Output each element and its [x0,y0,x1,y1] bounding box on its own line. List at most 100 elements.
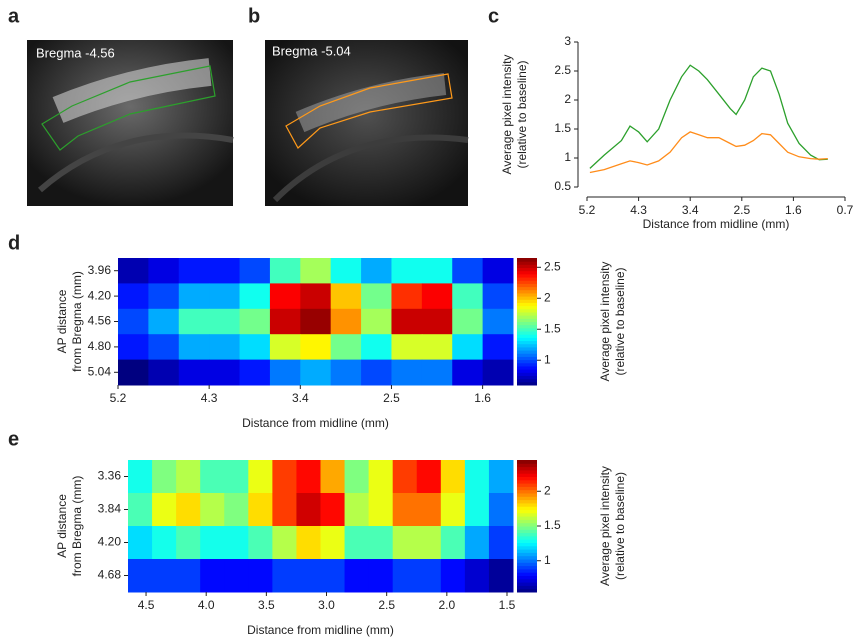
colorbar-segment [517,286,537,291]
heatmap-cell [300,359,332,386]
heatmap-cell [392,460,418,494]
heatmap-cell [239,258,271,284]
heatmap-cell [421,283,453,310]
colorbar-segment [517,280,537,284]
colorbar-segment [517,334,537,338]
heatmap-cell [209,258,241,284]
heatmap-cell [488,493,514,527]
heatmap-cell [482,258,514,284]
colorbar-segment [517,568,537,573]
heatmap-cell [176,526,201,560]
colorbar-segment [517,483,537,487]
image-label: Bregma -5.04 [272,43,351,58]
heatmap-cell [224,460,249,494]
colorbar-segment [517,559,537,563]
colorbar-segment [517,516,537,520]
colorbar-segment [517,532,537,537]
heatmap-cell [344,493,370,527]
x-tick-label: 1.6 [474,391,491,405]
y-tick-label: 2.5 [554,63,571,77]
colorbar-tick-label: 2.5 [544,259,561,273]
heatmap-cell [452,359,484,386]
heatmap-cell [488,526,514,560]
y-tick-label: 3.36 [98,469,122,483]
fluorescence [52,58,212,123]
colorbar-segment [517,539,537,543]
colorbar-segment [517,489,537,494]
colorbar-tick-label: 1 [544,352,551,366]
heatmap-cell [416,460,442,494]
colorbar-segment [517,585,537,590]
heatmap-cell [200,460,225,494]
heatmap-cell [248,559,273,593]
y-tick-label: 1.5 [554,121,571,135]
x-tick-label: 3.4 [292,391,309,405]
heatmap-cell [248,493,273,527]
colorbar-segment [517,261,537,265]
colorbar-segment [517,289,537,294]
y-axis-title: (relative to baseline) [515,60,529,168]
heatmap-cell [148,283,180,310]
colorbar-segment [517,369,537,373]
heatmap-cell [224,493,249,527]
heatmap-cell [152,559,177,593]
heatmap-cell [421,334,453,361]
colorbar-segment [517,375,537,380]
colorbar-segment [517,565,537,570]
y-tick-label: 3.96 [88,263,112,277]
y-axis-title: from Bregma (mm) [70,271,84,372]
heatmap-cell [482,359,514,386]
heatmap-cell [209,308,241,335]
y-tick-label: 3 [564,34,571,48]
colorbar-segment [517,529,537,534]
heatmap-cell [148,258,180,284]
colorbar-segment [517,499,537,504]
heatmap-cell [482,334,514,361]
heatmap-cell [330,283,362,310]
heatmap-cell [464,559,490,593]
x-tick-label: 3.4 [682,203,699,217]
colorbar-segment [517,582,537,586]
heatmap-cell [118,258,149,284]
heatmap-cell [296,460,321,494]
heatmap-cell [269,258,301,284]
heatmap-cell [176,493,201,527]
colorbar-segment [517,331,537,335]
y-axis-title: from Bregma (mm) [70,476,84,577]
colorbar-segment [517,469,537,474]
heatmap-cell [368,559,394,593]
heatmap-cell [209,283,241,310]
y-axis-title: AP distance [55,289,69,353]
heatmap-cell [464,526,490,560]
heatmap-cell [452,258,484,284]
data-line [589,131,828,174]
colorbar-segment [517,522,537,527]
colorbar-segment [517,356,537,361]
heatmap-cell [128,460,153,494]
x-tick-label: 4.3 [201,391,218,405]
heatmap-cell [178,359,210,386]
x-tick-label: 1.5 [499,598,516,612]
heatmap-cell [361,359,392,386]
heatmap-cell [239,359,271,386]
heatmap-cell [440,559,466,593]
heatmap-cell [200,559,225,593]
heatmap-cell [330,308,362,335]
panel-letter: e [8,428,19,450]
y-tick-label: 4.20 [88,288,112,302]
colorbar-segment [517,321,537,326]
colorbar-title: Average pixel intensity [598,466,612,586]
heatmap-cell [128,559,153,593]
colorbar-segment [517,493,537,497]
heatmap-cell [272,559,297,593]
y-tick-label: 2 [564,92,571,106]
x-tick-label: 4.0 [198,598,215,612]
heatmap-cell [368,493,394,527]
heatmap-cell [209,359,241,386]
heatmap-cell [176,559,201,593]
heatmap-cell [488,559,514,593]
x-tick-label: 3.0 [318,598,335,612]
colorbar-segment [517,506,537,510]
heatmap-cell [296,526,321,560]
